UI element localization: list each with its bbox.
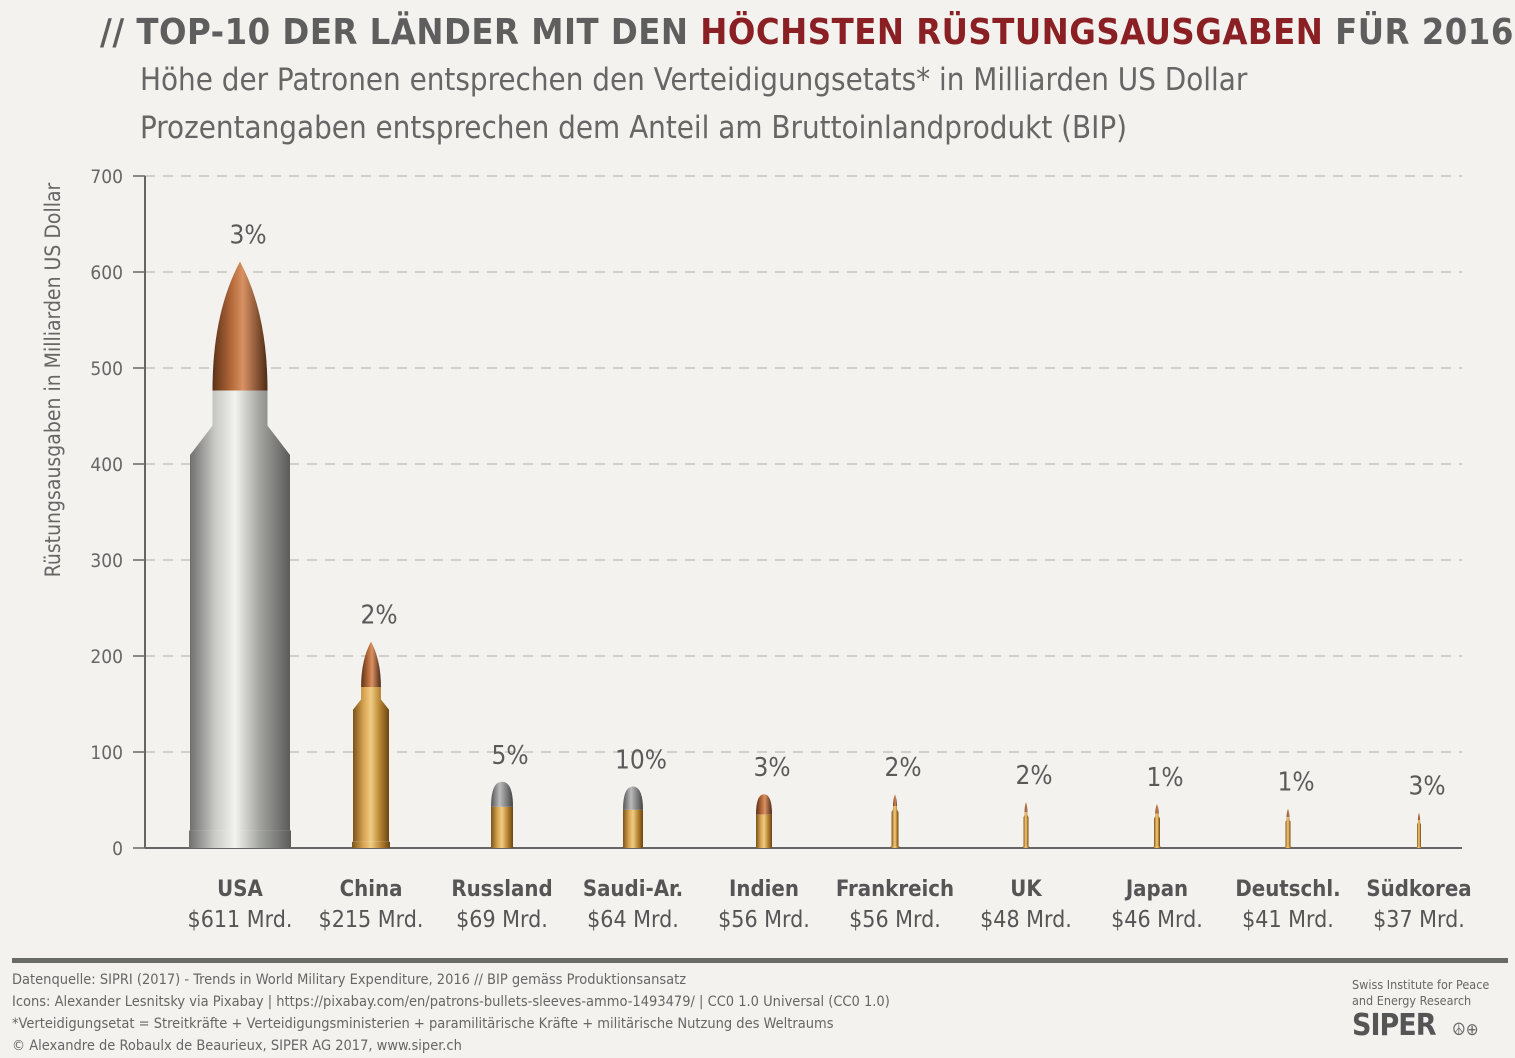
bullet-tip [1024,801,1028,813]
y-tick-label: 100 [90,742,123,764]
bullet-case [1417,820,1421,847]
y-tick-label: 600 [90,262,123,284]
footer-source: Datenquelle: SIPRI (2017) - Trends in Wo… [12,972,687,988]
x-category-label: Saudi-Ar. [583,877,683,902]
bullet-tip [1286,808,1290,818]
x-category-label: Japan [1124,877,1188,902]
bullet-russland [491,781,513,848]
bullet-case [756,814,772,848]
peace-icon: ☮⊕ [1452,1020,1479,1040]
bullet-tip [361,641,381,688]
bullet-case [1154,813,1160,847]
bullet-tip [756,794,772,815]
gdp-share-label: 10% [615,746,667,776]
siper-logo: SIPER [1352,1008,1436,1043]
gdp-share-label: 1% [1146,763,1183,793]
value-label: $37 Mrd. [1373,907,1465,933]
gdp-share-label: 3% [1408,771,1445,801]
y-tick-label: 200 [90,646,123,668]
bullet-rim [352,841,390,848]
value-label: $69 Mrd. [456,907,548,933]
bullet-rim [1153,846,1161,848]
bullet-uk [1022,801,1030,848]
bullet-tip [1417,812,1421,821]
y-tick-label: 300 [90,550,123,572]
value-label: $56 Mrd. [718,907,810,933]
bullet-case [891,806,899,847]
gdp-share-label: 3% [229,220,266,250]
bullet-japan [1153,803,1161,848]
gdp-share-label: 2% [884,753,921,783]
title-suffix: FÜR 2016 [1323,12,1514,53]
y-tick-label: 0 [112,838,123,860]
y-tick-label: 700 [90,166,123,188]
bullet-case [623,809,643,848]
bullet-rim [890,846,900,848]
org-name-line-1: Swiss Institute for Peace [1352,977,1490,992]
y-axis-label: Rüstungsausgaben in Milliarden US Dollar [41,182,65,577]
bullet-saudiar [623,786,643,848]
bullet-südkorea [1416,812,1422,848]
subtitle-1: Höhe der Patronen entsprechen den Vertei… [140,62,1248,98]
bullet-tip [491,781,513,807]
value-label: $611 Mrd. [188,907,293,933]
bullet-case [353,687,389,842]
value-label: $46 Mrd. [1111,907,1203,933]
gdp-share-label: 2% [1015,761,1052,791]
value-label: $41 Mrd. [1242,907,1334,933]
bullet-rim [1416,846,1422,848]
y-tick-label: 500 [90,358,123,380]
bullet-case [491,806,513,848]
bullet-tip [212,261,268,391]
bullet-frankreich [890,794,900,848]
footer-divider [12,958,1508,963]
bullet-case [1023,812,1029,847]
value-label: $56 Mrd. [849,907,941,933]
bullet-tip [623,786,643,810]
bullet-china [352,641,390,848]
value-label: $64 Mrd. [587,907,679,933]
subtitle-2: Prozentangaben entsprechen dem Anteil am… [140,110,1128,146]
gdp-share-label: 5% [491,741,528,771]
org-name-line-2: and Energy Research [1352,993,1472,1008]
bullet-case [1285,817,1291,847]
value-label: $215 Mrd. [319,907,424,933]
bullet-indien [756,794,772,848]
bullet-rim [1022,846,1030,848]
gdp-share-label: 2% [360,601,397,631]
x-category-label: Deutschl. [1235,877,1340,902]
x-category-label: Frankreich [836,877,954,902]
footer-copyright: © Alexandre de Robaulx de Beaurieux, SIP… [12,1038,462,1054]
bullet-chart: 0 100 200 300 400 500 600 700 Rüstungsausgaben i… [41,166,1472,933]
gdp-share-label: 3% [753,753,790,783]
x-category-label: UK [1010,877,1042,902]
title-highlight: HÖCHSTEN RÜSTUNGSAUSGABEN [700,12,1324,53]
bullet-rim [1284,846,1292,848]
footer-note: *Verteidigungsetat = Streitkräfte + Vert… [12,1016,834,1032]
bullet-usa [189,261,291,848]
bullet-tip [1155,803,1159,814]
y-tick-label: 400 [90,454,123,476]
bullet-case [190,390,290,831]
x-category-label: Russland [451,877,552,902]
x-category-label: China [340,877,403,902]
bullet-tip [893,794,897,807]
value-label: $48 Mrd. [980,907,1072,933]
bullet-rim [189,830,291,848]
title-prefix: // TOP-10 DER LÄNDER MIT DEN [100,12,701,53]
x-category-label: Südkorea [1366,877,1471,902]
x-category-label: USA [217,877,263,902]
x-category-label: Indien [729,877,799,902]
footer-icons-credit: Icons: Alexander Lesnitsky via Pixabay |… [12,994,890,1010]
gdp-share-label: 1% [1277,768,1314,798]
chart-title: // TOP-10 DER LÄNDER MIT DEN HÖCHSTEN RÜ… [100,12,1514,53]
bullet-deutschl [1284,808,1292,848]
